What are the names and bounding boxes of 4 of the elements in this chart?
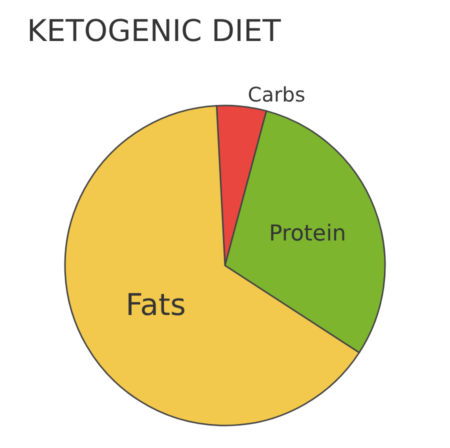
slice-label: Protein (269, 221, 346, 246)
slice-label: Fats (126, 288, 186, 323)
chart-title: KETOGENIC DIET (27, 14, 282, 50)
slice-label: Carbs (248, 82, 306, 107)
